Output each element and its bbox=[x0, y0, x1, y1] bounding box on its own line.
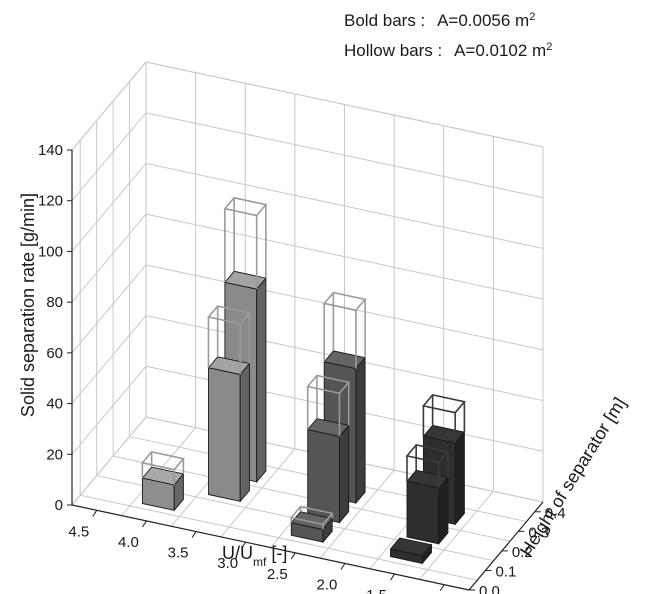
solid-bar-top bbox=[422, 424, 466, 444]
solid-bar-side bbox=[239, 362, 250, 503]
z-tick-label: 100 bbox=[38, 243, 63, 260]
solid-bar-top bbox=[406, 469, 449, 489]
grid-line bbox=[71, 163, 147, 252]
solid-bar-top bbox=[323, 350, 366, 370]
x-tick-mark bbox=[290, 552, 296, 560]
solid-bar-top bbox=[207, 356, 251, 375]
grid-line bbox=[71, 112, 147, 202]
z-tick-label: 0 bbox=[55, 497, 63, 514]
bar-group bbox=[289, 505, 334, 544]
y-tick-label: 0.3 bbox=[528, 524, 549, 541]
x-tick-label: 4.0 bbox=[118, 534, 139, 551]
x-tick-mark bbox=[92, 510, 98, 517]
x-tick-labels: 4.54.03.53.02.52.01.51.0 bbox=[68, 510, 445, 594]
grid-line bbox=[71, 61, 147, 151]
grid-line bbox=[220, 448, 296, 538]
bar-group bbox=[207, 305, 251, 503]
hollow-bar-top bbox=[405, 444, 450, 464]
solid-bar-top bbox=[389, 537, 433, 557]
grid-line bbox=[71, 416, 147, 506]
x-tick-label: 2.0 bbox=[317, 576, 338, 593]
solid-bar-front bbox=[208, 367, 241, 502]
solid-bar-front bbox=[406, 480, 440, 545]
z-tick-label: 140 bbox=[38, 142, 63, 159]
legend-hollow: Hollow bars : A=0.0102 m2 bbox=[344, 41, 552, 60]
z-tick-label: 20 bbox=[46, 446, 63, 463]
hollow-bar-top bbox=[421, 394, 466, 414]
x-axis-line bbox=[71, 504, 470, 591]
z-tick-label: 80 bbox=[46, 294, 63, 311]
legend-bold: Bold bars : A=0.0056 m2 bbox=[344, 11, 535, 30]
x-tick-mark bbox=[390, 573, 395, 581]
grid-line bbox=[145, 61, 544, 148]
y-tick-label: 0.1 bbox=[495, 563, 516, 580]
hollow-bar-top bbox=[306, 374, 351, 395]
grid-lines bbox=[71, 61, 544, 591]
solid-bar-side bbox=[438, 475, 449, 546]
y-tick-label: 0.2 bbox=[512, 544, 533, 561]
z-tick-label: 40 bbox=[46, 396, 63, 413]
x-tick-label: 3.0 bbox=[217, 555, 238, 572]
z-axis-title: Solid separation rate [g/min] bbox=[18, 193, 38, 417]
grid-line bbox=[71, 213, 147, 303]
x-axis-title: U/Umf [-] bbox=[222, 543, 287, 569]
solid-bar-side bbox=[355, 356, 366, 505]
grid-line bbox=[71, 264, 147, 354]
hollow-bar-top bbox=[140, 451, 185, 471]
x-tick-label: 4.5 bbox=[68, 523, 89, 540]
z-tick-labels: 0 20 40 60 80 100 120 140 bbox=[38, 142, 72, 514]
y-axis-title: Height of separator [m] bbox=[516, 394, 630, 560]
grid-line bbox=[418, 491, 494, 580]
solid-bar-side bbox=[256, 276, 267, 484]
solid-bar-side bbox=[454, 430, 465, 526]
x-tick-mark bbox=[191, 531, 197, 538]
grid-line bbox=[80, 494, 478, 581]
y-axis-line bbox=[468, 501, 544, 591]
z-tick-label: 60 bbox=[46, 345, 63, 362]
y-tick-label: 0.0 bbox=[479, 583, 500, 594]
x-tick-label: 1.5 bbox=[366, 587, 387, 594]
y-tick-labels: 0.0 0.1 0.2 0.3 0.4 bbox=[469, 505, 566, 594]
x-tick-label: 2.5 bbox=[267, 566, 288, 583]
bar-group bbox=[405, 444, 450, 546]
grid-line bbox=[71, 315, 147, 404]
bar-group bbox=[140, 451, 185, 512]
x-tick-mark bbox=[340, 563, 346, 570]
z-tick-label: 120 bbox=[38, 193, 63, 210]
hollow-bar-top bbox=[289, 505, 334, 526]
grid-line bbox=[319, 469, 395, 559]
bar-group bbox=[389, 537, 433, 565]
grid-line bbox=[71, 365, 147, 455]
x-tick-mark bbox=[439, 584, 445, 591]
y-tick-label: 0.4 bbox=[545, 505, 566, 522]
bars bbox=[140, 196, 466, 565]
axis-lines bbox=[71, 150, 544, 591]
x-tick-mark bbox=[241, 541, 247, 549]
x-tick-label: 3.5 bbox=[168, 545, 189, 562]
x-tick-mark bbox=[142, 520, 147, 528]
solid-bar-side bbox=[339, 424, 350, 524]
